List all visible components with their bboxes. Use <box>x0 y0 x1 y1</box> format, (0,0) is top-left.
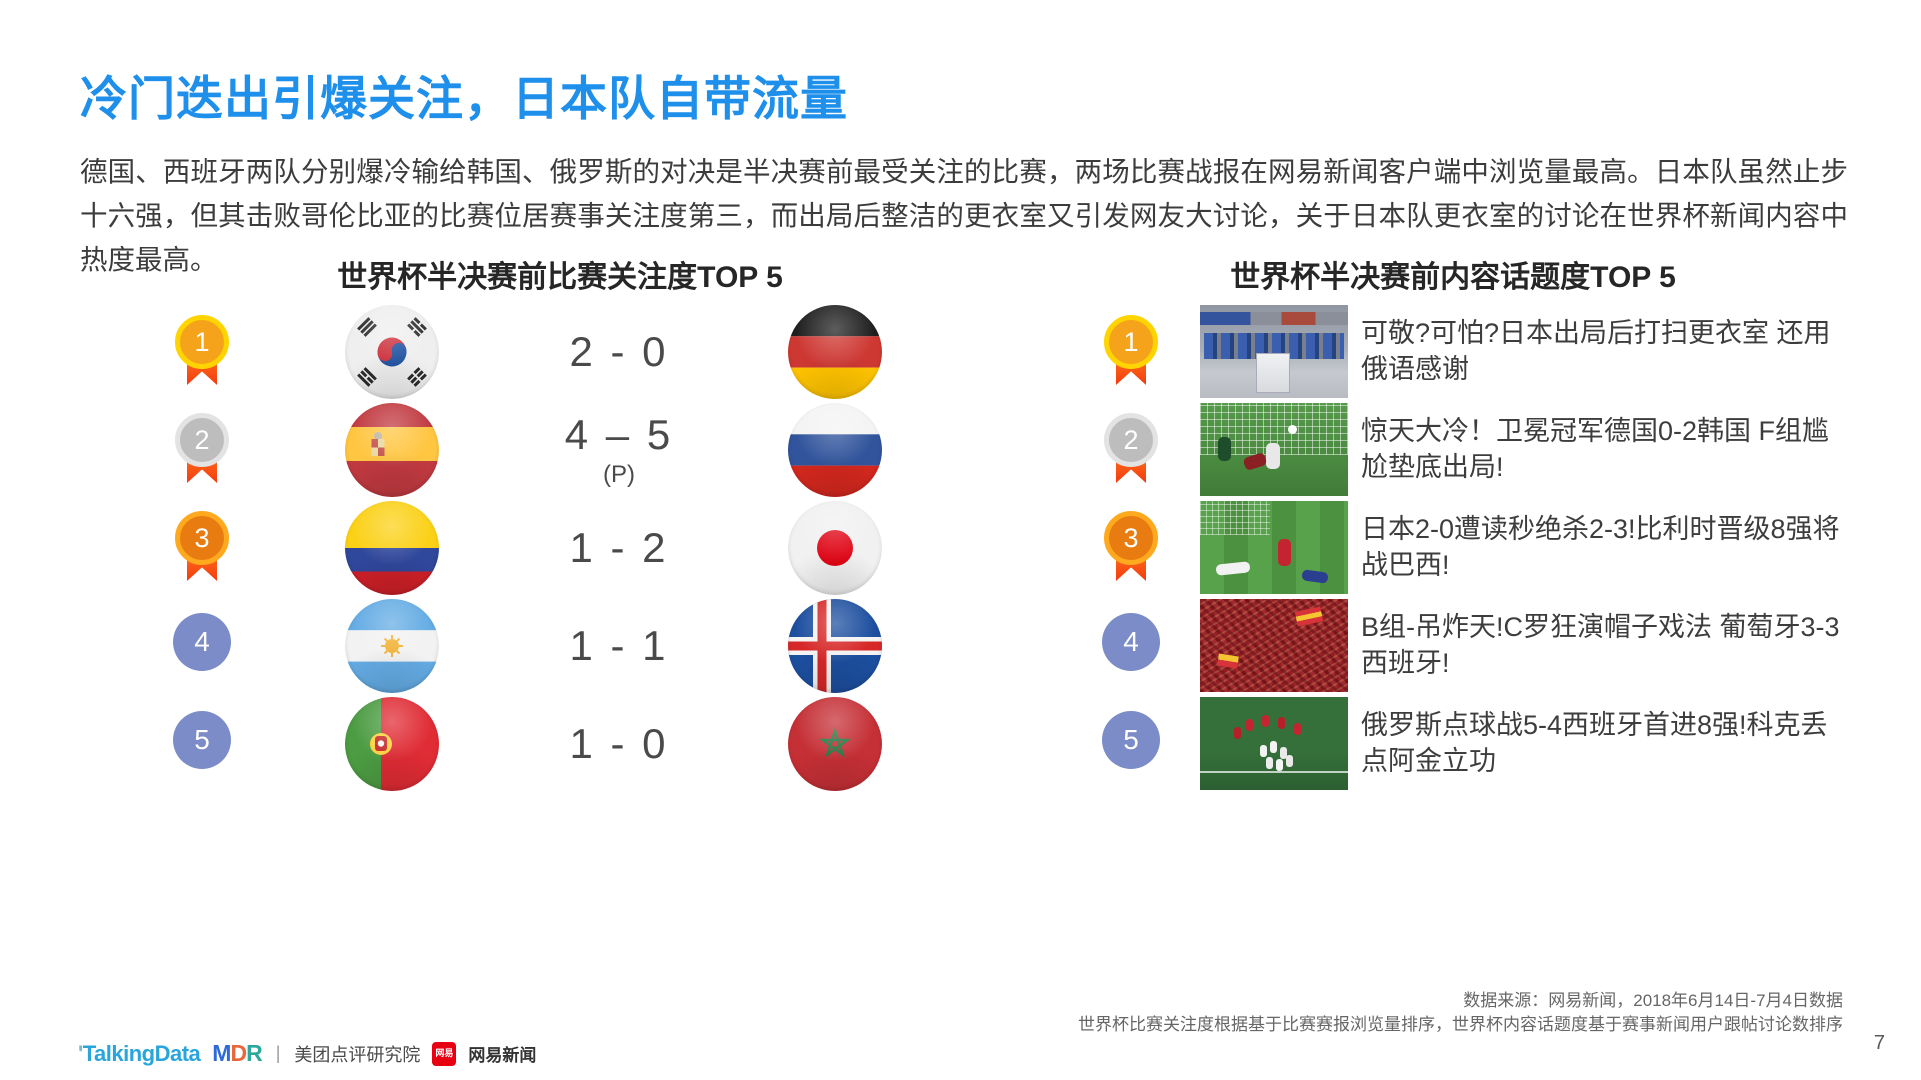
rank-5-circle: 5 <box>1101 695 1161 793</box>
match-score: 1 - 0 <box>569 720 669 767</box>
match-score: 1 - 1 <box>569 622 669 669</box>
south-korea-flag-icon <box>345 305 439 399</box>
rank-number: 5 <box>1102 711 1160 769</box>
news-headline: B组-吊炸天!C罗狂演帽子戏法 葡萄牙3-3西班牙! <box>1361 612 1840 678</box>
footer-logos: 'TalkingData MDR | 美团点评研究院 网易 网易新闻 <box>78 1040 536 1067</box>
rank-number: 1 <box>1104 315 1158 369</box>
content-topic-list: 1 可敬?可怕?日本出局后打扫更衣室 还用俄语感谢 2 惊天大冷！卫冕冠军德国0… <box>1080 303 1880 793</box>
rank-3-medal-icon: 3 <box>172 499 232 597</box>
mdr-logo: MDR <box>212 1040 262 1066</box>
rank-2-medal-icon: 2 <box>172 401 232 499</box>
match-row-3: 3 1 - 2 <box>80 499 1000 597</box>
russia-flag-icon <box>788 403 882 497</box>
meituan-dianping-institute-label: 美团点评研究院 <box>294 1044 421 1065</box>
iceland-flag-icon <box>788 599 882 693</box>
news-photo-pitch-players <box>1200 501 1348 594</box>
data-source-note: 数据来源：网易新闻，2018年6月14日-7月4日数据 <box>1463 991 1843 1010</box>
news-photo-locker-room <box>1200 305 1348 398</box>
match-row-5: 5 1 - 0 <box>80 695 1000 793</box>
topic-row-4: 4 B组-吊炸天!C罗狂演帽子戏法 葡萄牙3-3西班牙! <box>1080 597 1880 695</box>
topic-row-1: 1 可敬?可怕?日本出局后打扫更衣室 还用俄语感谢 <box>1080 303 1880 401</box>
match-score: 2 - 0 <box>569 328 669 375</box>
news-headline: 日本2-0遭读秒绝杀2-3!比利时晋级8强将战巴西! <box>1361 514 1840 580</box>
news-photo-goal-scene <box>1200 403 1348 496</box>
spain-flag-icon <box>345 403 439 497</box>
rank-number: 1 <box>175 315 229 369</box>
page-number: 7 <box>1873 1032 1885 1054</box>
rank-2-medal-icon: 2 <box>1101 401 1161 499</box>
morocco-flag-icon <box>788 697 882 791</box>
score-block: 1 - 0 <box>519 695 719 793</box>
colombia-flag-icon <box>345 501 439 595</box>
rank-3-medal-icon: 3 <box>1101 499 1161 597</box>
news-headline: 俄罗斯点球战5-4西班牙首进8强!科克丢点阿金立功 <box>1361 710 1828 776</box>
score-block: 1 - 1 <box>519 597 719 695</box>
logo-divider: | <box>275 1043 281 1063</box>
rank-4-circle: 4 <box>1101 597 1161 695</box>
right-panel-title: 世界杯半决赛前内容话题度TOP 5 <box>1230 261 1676 294</box>
talkingdata-logo: 'TalkingData <box>78 1040 201 1066</box>
news-headline: 惊天大冷！卫冕冠军德国0-2韩国 F组尴尬垫底出局! <box>1361 416 1830 482</box>
rank-number: 3 <box>1104 511 1158 565</box>
intro-paragraph: 德国、西班牙两队分别爆冷输给韩国、俄罗斯的对决是半决赛前最受关注的比赛，两场比赛… <box>80 156 1848 275</box>
rank-number: 4 <box>173 613 231 671</box>
match-score: 4 – 5 <box>564 411 674 458</box>
score-block: 4 – 5 (P) <box>519 401 719 499</box>
topic-row-3: 3 日本2-0遭读秒绝杀2-3!比利时晋级8强将战巴西! <box>1080 499 1880 597</box>
topic-row-2: 2 惊天大冷！卫冕冠军德国0-2韩国 F组尴尬垫底出局! <box>1080 401 1880 499</box>
argentina-flag-icon <box>345 599 439 693</box>
rank-number: 5 <box>173 711 231 769</box>
portugal-flag-icon <box>345 697 439 791</box>
japan-flag-icon <box>788 501 882 595</box>
score-block: 1 - 2 <box>519 499 719 597</box>
match-row-1: 1 2 - 0 <box>80 303 1000 401</box>
rank-number: 2 <box>1104 413 1158 467</box>
page-title: 冷门迭出引爆关注，日本队自带流量 <box>80 72 848 125</box>
rank-4-circle: 4 <box>172 597 232 695</box>
news-photo-fans-crowd <box>1200 599 1348 692</box>
rank-number: 3 <box>175 511 229 565</box>
match-row-4: 4 1 - 1 <box>80 597 1000 695</box>
netease-app-icon: 网易 <box>432 1041 457 1066</box>
news-photo-team-celebration <box>1200 697 1348 790</box>
left-panel-title: 世界杯半决赛前比赛关注度TOP 5 <box>337 261 783 294</box>
germany-flag-icon <box>788 305 882 399</box>
score-block: 2 - 0 <box>519 303 719 401</box>
methodology-note: 世界杯比赛关注度根据基于比赛赛报浏览量排序，世界杯内容话题度基于赛事新闻用户跟帖… <box>1078 1015 1843 1034</box>
news-headline: 可敬?可怕?日本出局后打扫更衣室 还用俄语感谢 <box>1361 318 1831 384</box>
topic-row-5: 5 俄罗斯点球战5-4西班牙首进8强!科克丢点阿金立功 <box>1080 695 1880 793</box>
rank-1-medal-icon: 1 <box>1101 303 1161 401</box>
penalty-note: (P) <box>603 461 635 488</box>
rank-1-medal-icon: 1 <box>172 303 232 401</box>
match-attention-list: 1 2 - 0 <box>80 303 1000 793</box>
rank-5-circle: 5 <box>172 695 232 793</box>
netease-news-label: 网易新闻 <box>468 1046 537 1065</box>
rank-number: 2 <box>175 413 229 467</box>
rank-number: 4 <box>1102 613 1160 671</box>
match-score: 1 - 2 <box>569 524 669 571</box>
match-row-2: 2 4 – 5 (P) <box>80 401 1000 499</box>
